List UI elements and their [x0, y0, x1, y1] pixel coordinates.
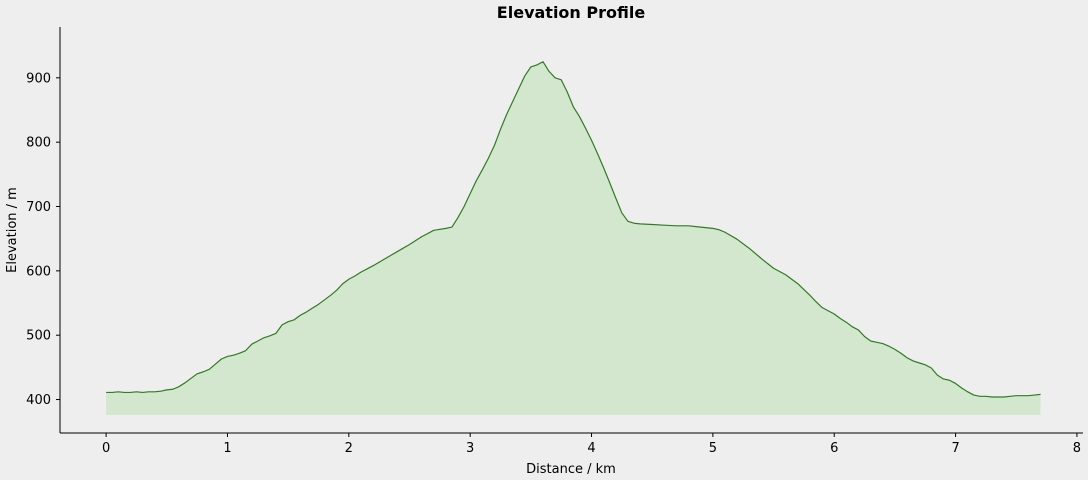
y-axis-label: Elevation / m	[5, 187, 20, 273]
x-axis-ticks: 0 1 2 3 4 5 6 7 8	[102, 433, 1081, 456]
x-tick-label: 2	[345, 441, 353, 456]
x-tick-label: 6	[830, 441, 838, 456]
y-axis-ticks: 400 500 600 700 800 900	[26, 71, 60, 408]
x-tick-label: 7	[951, 441, 959, 456]
x-tick-label: 8	[1073, 441, 1081, 456]
x-tick-label: 1	[223, 441, 231, 456]
y-tick-label: 800	[26, 136, 51, 151]
x-axis-label: Distance / km	[526, 462, 616, 477]
elevation-area-fill	[106, 61, 1041, 415]
y-tick-label: 600	[26, 264, 51, 279]
x-tick-label: 0	[102, 441, 110, 456]
y-tick-label: 900	[26, 71, 51, 86]
chart-title: Elevation Profile	[497, 3, 646, 22]
y-tick-label: 400	[26, 393, 51, 408]
y-tick-label: 700	[26, 200, 51, 215]
elevation-line	[106, 61, 1041, 398]
x-tick-label: 4	[587, 441, 595, 456]
y-tick-label: 500	[26, 329, 51, 344]
x-tick-label: 5	[709, 441, 717, 456]
plot-area	[106, 61, 1041, 415]
x-tick-label: 3	[466, 441, 474, 456]
